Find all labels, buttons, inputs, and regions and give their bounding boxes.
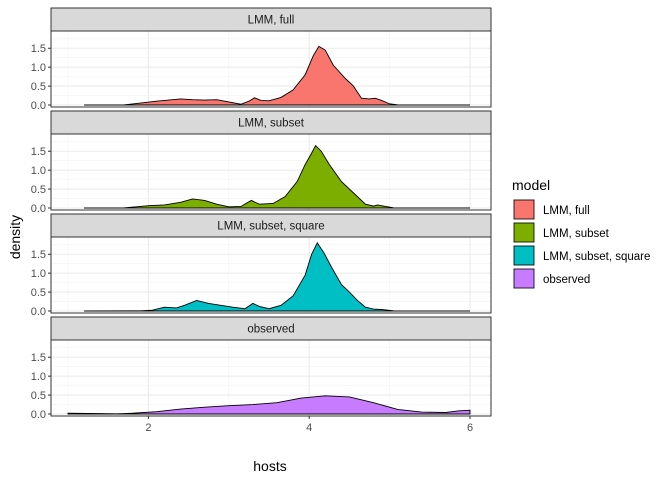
y-tick-label: 1.0: [31, 268, 46, 280]
y-tick-label: 1.0: [31, 371, 46, 383]
facet-strip-label: LMM, subset: [238, 118, 305, 130]
facet-panel: LMM, subset 0.0 0.5 1.0 1.5: [31, 110, 492, 215]
y-tick-label: 0.5: [31, 81, 46, 93]
y-tick-label: 1.0: [31, 62, 46, 74]
y-tick-label: 0.0: [31, 203, 46, 215]
y-tick-label: 1.5: [31, 43, 46, 55]
x-tick-label: 6: [467, 422, 473, 434]
panel-background: [51, 31, 491, 107]
legend-item: LMM, subset: [513, 222, 610, 243]
density-area: [67, 395, 471, 415]
density-area: [84, 45, 471, 106]
y-tick-label: 0.0: [31, 306, 46, 318]
legend-items: LMM, full LMM, subset LMM, subset, square o…: [513, 199, 650, 289]
density-area: [84, 144, 471, 209]
legend-key-swatch: [513, 222, 535, 243]
x-axis-title: hosts: [253, 458, 286, 474]
y-tick-label: 0.0: [31, 409, 46, 421]
legend-label: LMM, subset, square: [543, 251, 650, 263]
legend-label: LMM, full: [543, 205, 590, 217]
y-tick-label: 1.5: [31, 249, 46, 261]
legend-label: LMM, subset: [543, 228, 610, 240]
x-tick-label: 4: [306, 422, 312, 434]
y-tick-label: 1.5: [31, 352, 46, 364]
facet-strip-label: LMM, subset, square: [217, 221, 324, 233]
facet-panels: LMM, full 0.0 0.5 1.0 1.5 LMM, subset 0.0 0.5 1.…: [31, 7, 492, 434]
legend: model LMM, full LMM, subset LMM, subset, s…: [512, 177, 650, 289]
y-tick-label: 0.5: [31, 390, 46, 402]
panel-border: [50, 30, 492, 108]
x-tick-label: 2: [145, 422, 151, 434]
y-tick-label: 1.0: [31, 165, 46, 177]
y-tick-label: 0.0: [31, 100, 46, 112]
facet-panel: LMM, subset, square 0.0 0.5 1.0 1.5: [31, 213, 492, 318]
y-tick-label: 0.5: [31, 287, 46, 299]
y-tick-label: 0.5: [31, 184, 46, 196]
panel-border: [50, 236, 492, 314]
legend-key-swatch: [513, 199, 535, 220]
panel-background: [51, 237, 491, 313]
legend-title: model: [512, 177, 550, 193]
legend-key-swatch: [513, 268, 535, 289]
y-tick-label: 1.5: [31, 146, 46, 158]
panel-border: [50, 133, 492, 211]
panel-border: [50, 339, 492, 417]
legend-key-swatch: [513, 245, 535, 266]
legend-item: observed: [513, 268, 590, 289]
legend-item: LMM, subset, square: [513, 245, 650, 266]
density-area: [84, 241, 471, 312]
legend-label: observed: [543, 274, 590, 286]
facet-strip-label: LMM, full: [248, 15, 295, 27]
facet-panel: LMM, full 0.0 0.5 1.0 1.5: [31, 7, 492, 112]
legend-item: LMM, full: [513, 199, 590, 220]
panel-background: [51, 134, 491, 210]
facet-panel: observed 0.0 0.5 1.0 1.5 2 4 6: [31, 316, 492, 434]
y-axis-title: density: [7, 215, 23, 259]
facet-strip-label: observed: [247, 324, 294, 336]
